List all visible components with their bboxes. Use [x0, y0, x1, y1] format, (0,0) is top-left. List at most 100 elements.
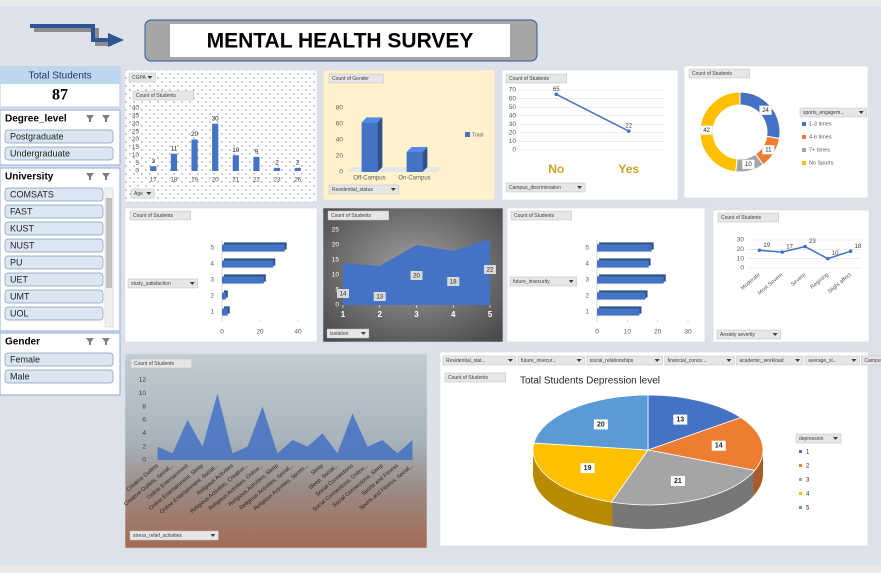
- bar: [273, 167, 281, 171]
- slicer-item[interactable]: [4, 221, 104, 236]
- field-button[interactable]: [804, 355, 860, 366]
- x-tick-label: No: [548, 162, 564, 176]
- field-button[interactable]: [795, 433, 842, 444]
- bar: [361, 122, 378, 172]
- field-button[interactable]: [128, 72, 156, 83]
- bar: [597, 276, 664, 284]
- field-button[interactable]: [716, 329, 781, 340]
- y-tick-label: 0: [335, 302, 339, 309]
- x-tick-label: 21: [232, 177, 240, 184]
- slicer-item-label: Male: [10, 371, 30, 381]
- slicer-item[interactable]: [4, 146, 114, 161]
- field-button[interactable]: [129, 210, 191, 221]
- data-label-box: [711, 440, 726, 451]
- legend-swatch: [802, 148, 806, 152]
- field-button[interactable]: [510, 210, 572, 221]
- data-label: 20: [597, 421, 605, 428]
- field-button[interactable]: [717, 212, 779, 223]
- slicer-icon: [86, 115, 110, 122]
- legend-label: 4-6 times: [809, 134, 832, 140]
- point: [803, 244, 807, 249]
- y-tick-label: 10: [139, 390, 147, 397]
- slicer-item[interactable]: [4, 255, 104, 270]
- dropdown-arrow: [726, 359, 732, 362]
- field-button[interactable]: [444, 372, 506, 383]
- y-tick-label: 5: [135, 160, 139, 167]
- y-tick-label: 4: [210, 261, 214, 268]
- field-button[interactable]: [505, 73, 567, 84]
- field-button-label: future_insecurity: [513, 279, 550, 285]
- data-label-box: [762, 145, 775, 155]
- field-button[interactable]: [442, 355, 517, 366]
- kpi-header: [0, 67, 120, 84]
- data-label-box: [447, 277, 460, 286]
- bar: [253, 156, 260, 171]
- field-button[interactable]: [509, 276, 577, 287]
- slicer-item[interactable]: [4, 238, 104, 253]
- y-tick-label: 4: [142, 430, 146, 437]
- field-button[interactable]: [586, 355, 663, 366]
- field-button[interactable]: [326, 328, 370, 339]
- y-tick-label: 30: [509, 121, 517, 128]
- legend-swatch: [799, 506, 802, 509]
- slicer-item[interactable]: [4, 129, 114, 144]
- data-label: 14: [715, 443, 723, 450]
- slicer-item[interactable]: [4, 369, 114, 384]
- field-button[interactable]: [132, 90, 194, 101]
- data-label: 13: [676, 416, 684, 423]
- bar: [597, 244, 652, 252]
- pie-slice: [533, 394, 649, 451]
- field-button[interactable]: [688, 68, 750, 79]
- field-button[interactable]: [328, 184, 400, 195]
- data-label: 3: [152, 158, 156, 165]
- bar: [294, 167, 301, 171]
- y-tick-label: 0: [142, 457, 146, 464]
- data-label-box: [580, 463, 595, 474]
- field-button[interactable]: [505, 182, 586, 193]
- field-button[interactable]: [861, 355, 881, 366]
- field-button-label: Count of Students: [721, 215, 762, 221]
- y-tick-label: 10: [332, 272, 340, 279]
- slicer-item[interactable]: [4, 187, 104, 202]
- line: [555, 93, 630, 132]
- data-label: 13: [376, 295, 383, 301]
- x-tick-label: 3: [414, 310, 419, 319]
- slicer-item[interactable]: [4, 272, 104, 287]
- bar: [597, 292, 646, 300]
- slicer-item[interactable]: [4, 289, 104, 304]
- chart-title: Total Students Depression level: [520, 376, 660, 387]
- field-button-label: Count of Students: [331, 213, 372, 219]
- field-button[interactable]: [130, 358, 192, 369]
- y-tick-label: 70: [509, 87, 517, 94]
- bar: [170, 153, 178, 171]
- x-tick-label: 0: [220, 329, 224, 336]
- dropdown-arrow: [390, 188, 396, 191]
- bar: [232, 155, 239, 171]
- slicer-icon: [86, 173, 110, 180]
- field-button[interactable]: [517, 355, 585, 366]
- slicer-item[interactable]: [4, 306, 104, 321]
- bar: [222, 308, 228, 316]
- field-button[interactable]: [130, 188, 155, 199]
- legend-swatch: [465, 132, 470, 137]
- field-button[interactable]: [799, 107, 867, 118]
- data-label: 21: [674, 478, 682, 485]
- field-button[interactable]: [127, 278, 199, 289]
- field-button[interactable]: [327, 210, 389, 221]
- field-button[interactable]: [328, 73, 384, 84]
- slicer-item-label: UMT: [10, 291, 30, 301]
- field-button[interactable]: [664, 355, 735, 366]
- bar-side: [224, 290, 228, 298]
- slicer-item[interactable]: [4, 352, 114, 367]
- x-tick-label: 20: [654, 329, 662, 336]
- data-label-box: [337, 289, 349, 298]
- x-tick-label: 0: [595, 329, 599, 336]
- field-button[interactable]: [129, 530, 219, 541]
- slicer-item[interactable]: [4, 204, 104, 219]
- field-button[interactable]: [736, 355, 804, 366]
- point: [554, 92, 559, 97]
- field-button-label: social_relationships: [590, 358, 634, 364]
- field-button-label: average_sl...: [808, 358, 837, 364]
- slicer-item-label: UOL: [10, 308, 29, 318]
- arrow-shadow: [34, 28, 112, 46]
